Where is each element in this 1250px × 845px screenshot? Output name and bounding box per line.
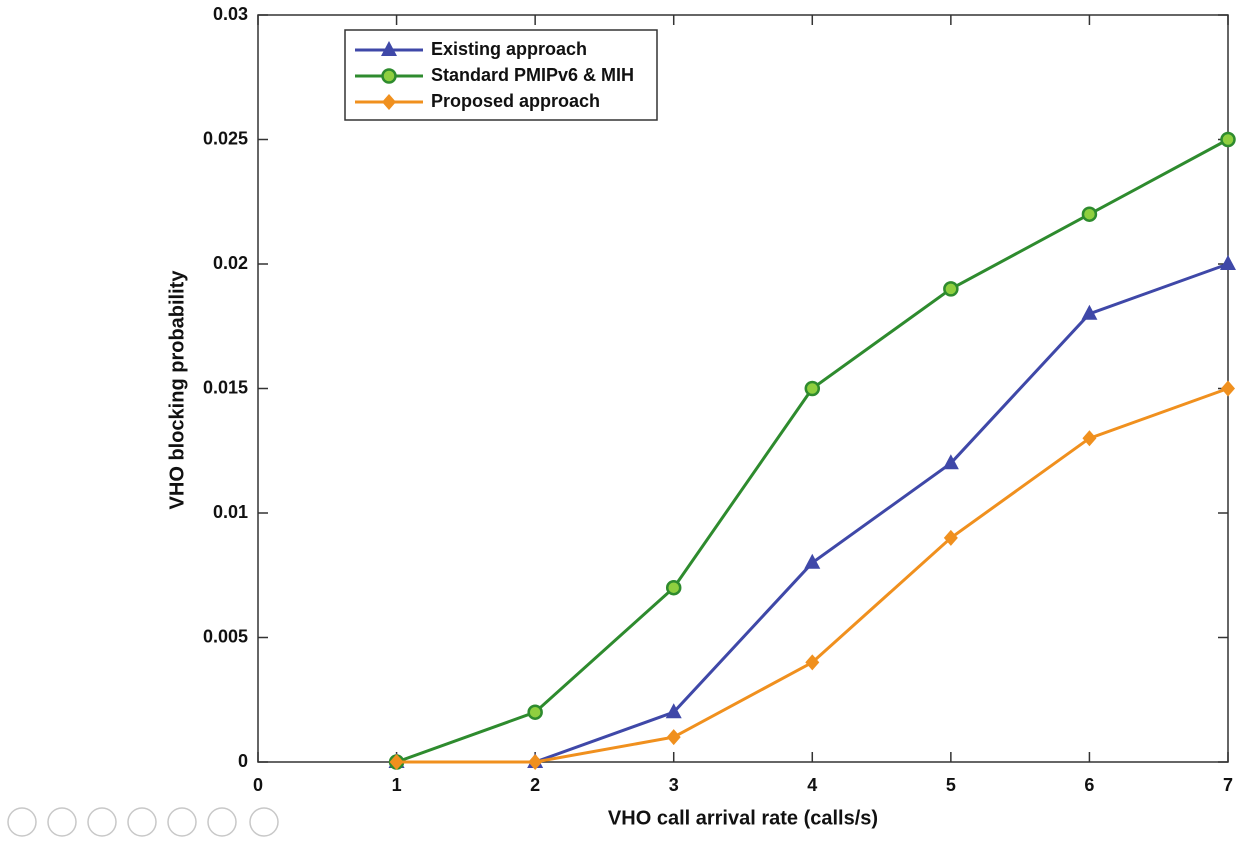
marker <box>665 579 682 596</box>
marker <box>1082 430 1097 447</box>
series-line <box>396 262 1229 764</box>
control-icon[interactable] <box>249 807 279 837</box>
legend-label: Existing approach <box>431 39 587 59</box>
y-tick-label: 0.025 <box>203 128 248 148</box>
control-icon[interactable] <box>127 807 157 837</box>
x-axis-label: VHO call arrival rate (calls/s) <box>608 807 878 829</box>
x-tick-label: 4 <box>807 775 817 795</box>
marker <box>943 529 958 546</box>
marker <box>804 380 821 397</box>
marker <box>381 41 397 56</box>
series-line <box>396 387 1229 764</box>
marker <box>389 754 404 770</box>
x-tick-label: 6 <box>1084 775 1094 795</box>
marker <box>943 281 959 297</box>
x-tick-label: 0 <box>253 775 263 795</box>
marker <box>1220 255 1236 270</box>
marker <box>1081 206 1098 222</box>
marker <box>666 729 681 746</box>
legend-label: Standard PMIPv6 & MIH <box>431 65 634 85</box>
control-icon[interactable] <box>87 807 117 837</box>
y-tick-label: 0.03 <box>213 4 248 24</box>
control-icon[interactable] <box>7 807 37 837</box>
marker <box>804 553 821 569</box>
marker <box>527 704 543 720</box>
marker <box>528 754 543 770</box>
marker <box>942 454 959 470</box>
y-axis-label: VHO blocking probability <box>166 270 188 510</box>
x-tick-label: 1 <box>392 775 402 795</box>
marker <box>805 654 820 671</box>
x-tick-label: 5 <box>946 775 956 795</box>
control-icon[interactable] <box>47 807 77 837</box>
legend-label: Proposed approach <box>431 91 600 111</box>
y-tick-label: 0.005 <box>203 626 248 646</box>
x-tick-label: 2 <box>530 775 540 795</box>
y-tick-label: 0.02 <box>213 253 248 273</box>
marker <box>1081 304 1098 320</box>
x-tick-label: 7 <box>1223 775 1233 795</box>
slide-controls <box>7 807 279 837</box>
marker <box>665 703 682 719</box>
marker <box>1220 131 1236 148</box>
marker <box>381 68 397 84</box>
control-icon[interactable] <box>207 807 237 837</box>
marker <box>1221 380 1235 397</box>
y-tick-label: 0.01 <box>213 502 248 522</box>
y-tick-label: 0.015 <box>203 377 248 397</box>
control-icon[interactable] <box>167 807 197 837</box>
y-tick-label: 0 <box>238 751 248 771</box>
plot-frame <box>257 14 1229 763</box>
marker <box>382 94 396 110</box>
x-tick-label: 3 <box>669 775 679 795</box>
